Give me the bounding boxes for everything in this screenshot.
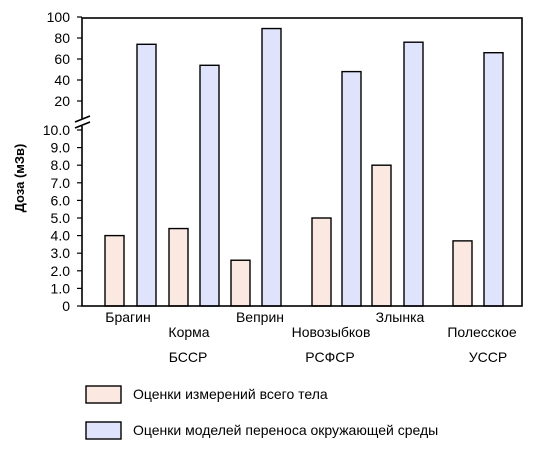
- y-tick-label: 60: [54, 51, 70, 67]
- legend-label: Оценки моделей переноса окружающей среды: [133, 422, 438, 438]
- y-tick-label: 3.0: [51, 245, 71, 261]
- category-label: Веприн: [236, 309, 284, 325]
- y-tick-label: 10.0: [43, 122, 70, 138]
- plot-frame: [81, 17, 523, 307]
- legend-swatch-1: [85, 385, 122, 404]
- bar-model-3: [261, 27, 282, 307]
- axis-break-mark-top: [74, 115, 91, 123]
- bar-model-1: [136, 43, 157, 307]
- y-tick-label: 1.0: [51, 280, 71, 296]
- y-tick-label: 20: [54, 93, 70, 109]
- y-tick-label: 5.0: [51, 210, 71, 226]
- legend-swatch-2: [85, 421, 122, 440]
- y-tick-label: 80: [54, 30, 70, 46]
- bar-model-4: [341, 70, 362, 307]
- bar-whole-body-1: [104, 234, 125, 307]
- y-tick-label: 0: [62, 298, 70, 314]
- bar-whole-body-5: [371, 164, 392, 307]
- y-tick-label: 2.0: [51, 263, 71, 279]
- y-tick-label: 8.0: [51, 157, 71, 173]
- bar-whole-body-4: [311, 217, 332, 307]
- bar-whole-body-3: [230, 259, 251, 307]
- y-tick-label: 9.0: [51, 140, 71, 156]
- bar-whole-body-6: [452, 240, 473, 307]
- y-tick-label: 40: [54, 72, 70, 88]
- group-label: БССР: [169, 349, 208, 365]
- category-label: Новозыбков: [292, 324, 371, 340]
- y-tick-label: 4.0: [51, 228, 71, 244]
- y-axis-label: Доза (мЗв): [12, 144, 27, 213]
- group-label: УССР: [469, 349, 507, 365]
- axis-break-mark-bottom: [74, 121, 91, 129]
- y-tick-label: 6.0: [51, 192, 71, 208]
- group-label: РСФСР: [305, 349, 354, 365]
- bar-model-2: [199, 64, 220, 307]
- category-label: Брагин: [105, 309, 150, 325]
- bar-whole-body-2: [168, 227, 189, 307]
- bar-model-5: [403, 41, 424, 307]
- axis-break-gap: [76, 119, 89, 126]
- category-label: Полесское: [447, 324, 517, 340]
- legend-label: Оценки измерений всего тела: [133, 386, 328, 402]
- y-tick-label: 7.0: [51, 175, 71, 191]
- bar-model-6: [483, 52, 504, 307]
- category-label: Корма: [168, 324, 209, 340]
- category-label: Злынка: [376, 309, 425, 325]
- y-tick-label: 100: [47, 9, 71, 25]
